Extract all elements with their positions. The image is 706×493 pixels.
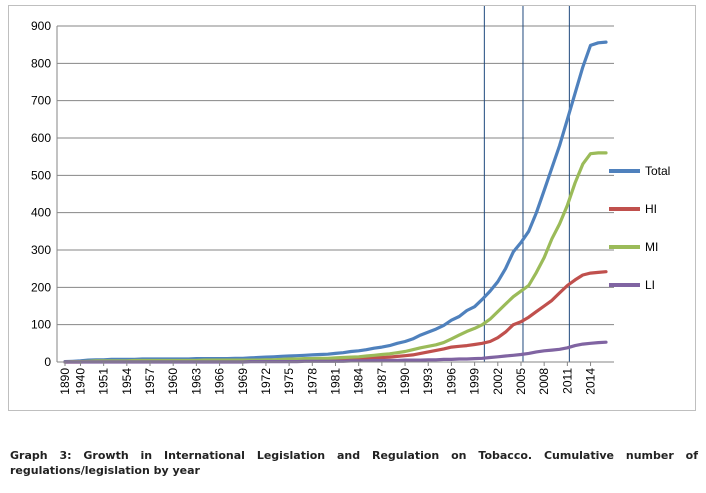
series-lines	[63, 40, 608, 364]
x-tick-label: 1981	[329, 368, 343, 395]
y-tick-label: 300	[31, 243, 51, 257]
y-tick-label: 700	[31, 94, 51, 108]
x-tick-label: 2011	[560, 368, 574, 394]
legend-label-mi: MI	[645, 240, 658, 254]
legend: Total HI MI LI	[609, 164, 670, 292]
x-tick-label: 1957	[143, 368, 157, 395]
x-tick-label: 1987	[375, 368, 389, 395]
x-tick-label: 1993	[421, 368, 435, 395]
y-tick-label: 900	[31, 19, 51, 33]
x-tick-label: 1978	[305, 368, 319, 395]
y-tick-label: 600	[31, 131, 51, 145]
x-tick-label: 1990	[398, 368, 412, 395]
vertical-markers	[483, 6, 570, 362]
gridlines	[57, 25, 614, 326]
x-tick-label: 1890	[58, 368, 72, 395]
x-tick-label: 1960	[166, 368, 180, 395]
x-tick-label: 2005	[514, 368, 528, 395]
series-line-total	[63, 40, 608, 364]
x-tick-label: 1984	[352, 368, 366, 395]
x-tick-label: 1954	[120, 368, 134, 395]
y-tick-label: 400	[31, 206, 51, 220]
y-tick-label: 500	[31, 168, 51, 182]
y-tick-labels: 0 100 200 300 400 500 600 700 800 900	[31, 19, 51, 369]
x-tick-label: 1972	[259, 368, 273, 395]
series-line-hi	[63, 270, 608, 364]
y-tick-label: 0	[44, 355, 51, 369]
x-tick-label: 2002	[491, 368, 505, 395]
y-tick-label: 800	[31, 56, 51, 70]
legend-label-hi: HI	[645, 202, 657, 216]
x-tick-label: 1969	[236, 368, 250, 395]
line-chart: 0 100 200 300 400 500 600 700 800 900 1890 1940 195…	[31, 6, 670, 395]
y-tick-label: 200	[31, 280, 51, 294]
axes	[56, 26, 614, 366]
x-tick-label: 1996	[444, 368, 458, 395]
x-tick-label: 1966	[213, 368, 227, 395]
chart-frame: 0 100 200 300 400 500 600 700 800 900 1890 1940 195…	[8, 5, 696, 411]
x-tick-label: 1951	[97, 368, 111, 395]
chart-caption: Graph 3: Growth in International Legisla…	[10, 449, 698, 477]
x-tick-label: 2008	[537, 368, 551, 395]
legend-label-total: Total	[645, 164, 670, 178]
x-tick-label: 1963	[189, 368, 203, 395]
x-tick-labels: 1890 1940 1951 1954 1957 1960 1963 1966 1969 1972…	[58, 368, 598, 395]
x-tick-label: 1999	[468, 368, 482, 395]
x-tick-label: 1940	[73, 368, 87, 395]
legend-label-li: LI	[645, 278, 655, 292]
x-tick-label: 1975	[282, 368, 296, 395]
x-tick-label: 2014	[584, 368, 598, 395]
series-line-mi	[63, 151, 608, 364]
y-tick-label: 100	[31, 318, 51, 332]
